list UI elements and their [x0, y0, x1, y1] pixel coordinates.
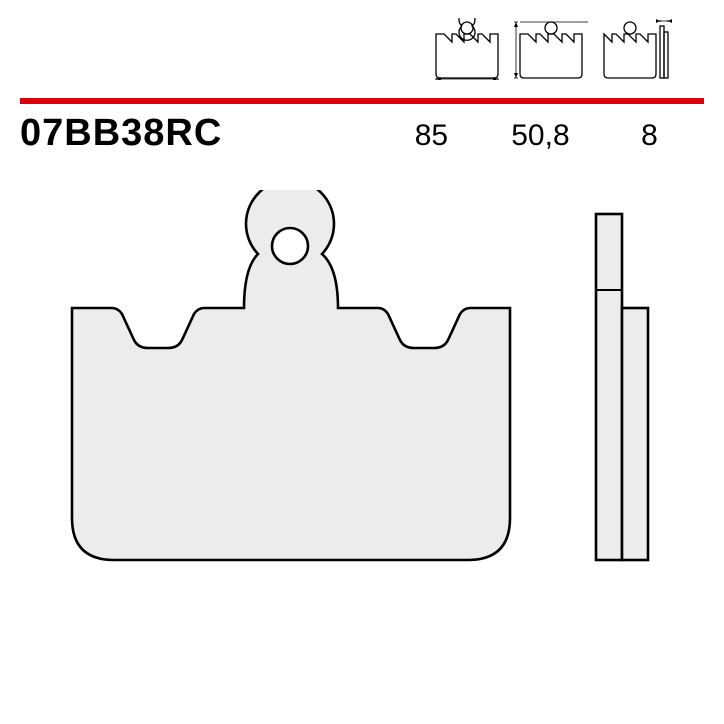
technical-drawing [0, 190, 724, 710]
width-dim-icon [428, 18, 506, 80]
backing-plate [596, 214, 622, 560]
part-number: 07BB38RC [20, 112, 377, 155]
side-view [596, 214, 648, 560]
red-divider-rule [20, 98, 704, 104]
header-row [0, 18, 724, 98]
dimension-icons [428, 18, 674, 80]
thickness-value: 8 [595, 119, 704, 153]
mounting-hole [272, 228, 308, 264]
front-view [72, 190, 510, 560]
width-value: 85 [377, 119, 486, 153]
spec-row: 07BB38RC 85 50,8 8 [20, 112, 704, 155]
height-dim-icon [512, 18, 590, 80]
height-value: 50,8 [486, 119, 595, 153]
thickness-dim-icon [596, 18, 674, 80]
brake-pad-drawing-svg [0, 190, 724, 710]
friction-material [622, 308, 648, 560]
